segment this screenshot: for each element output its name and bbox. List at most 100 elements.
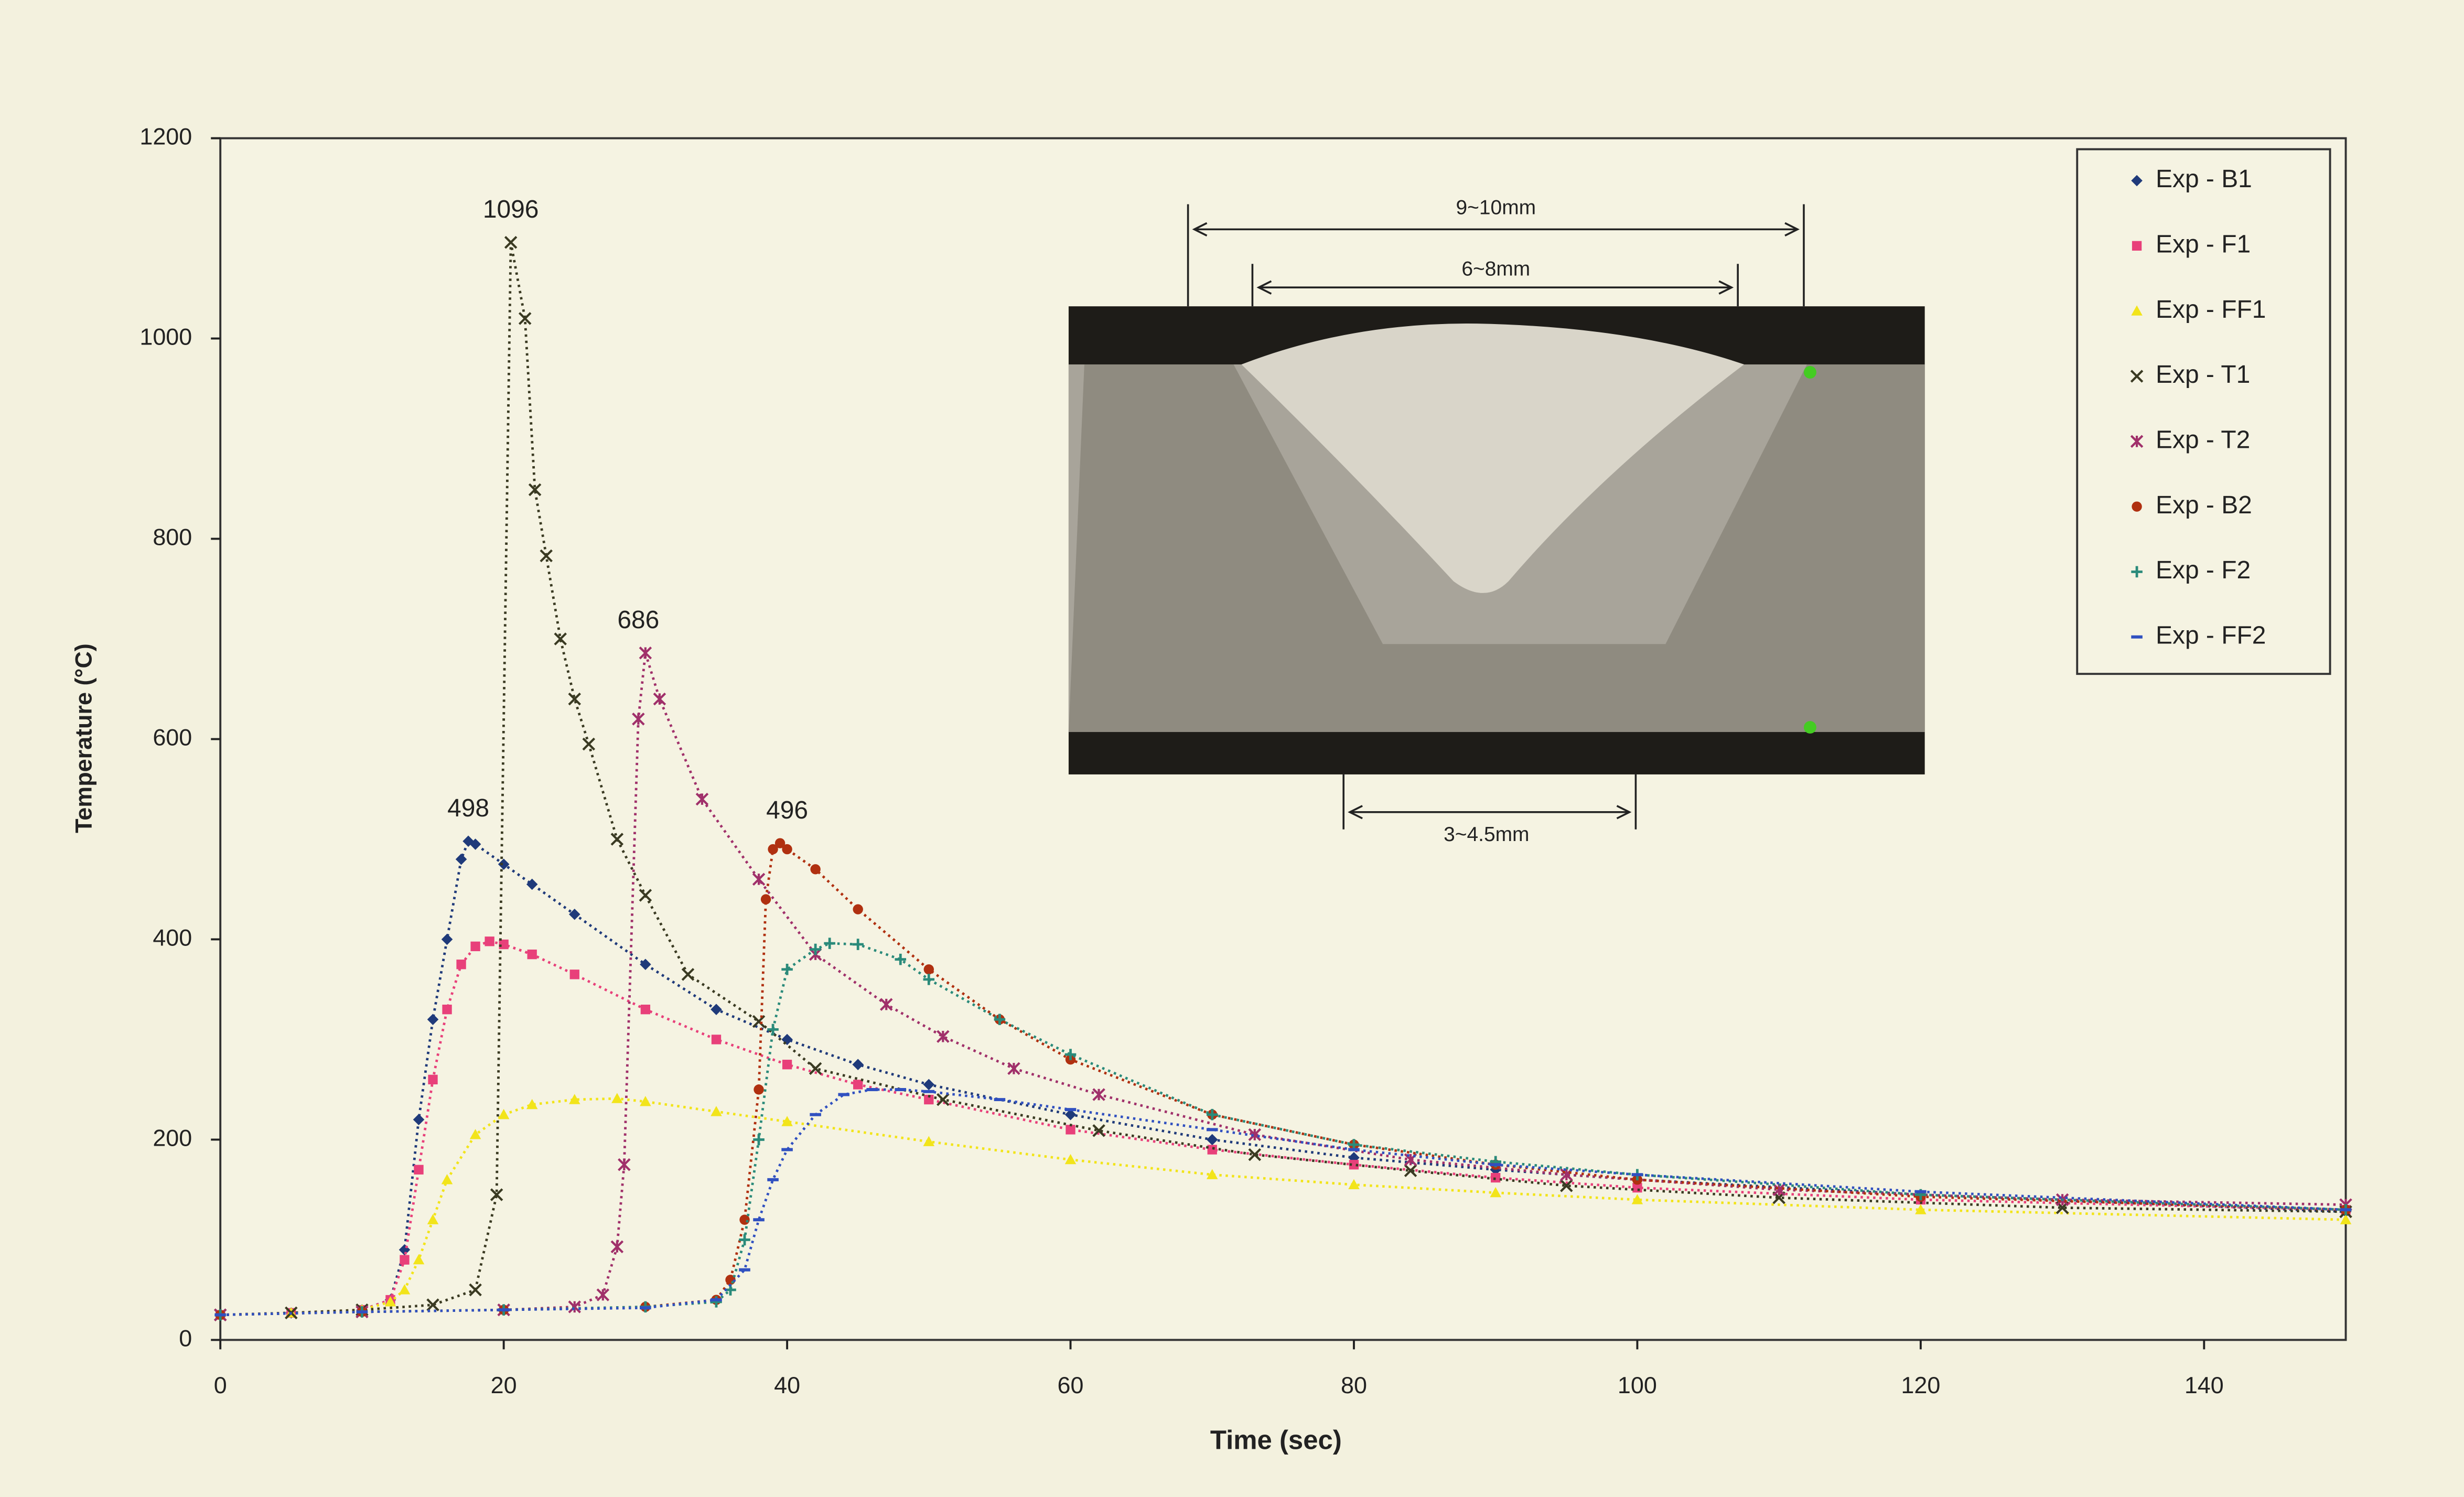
series (213, 235, 2352, 1321)
marker (711, 1106, 722, 1116)
marker (456, 960, 466, 970)
marker (526, 1098, 538, 1110)
marker (781, 963, 793, 975)
inset-point (1803, 366, 1816, 379)
y-tick-label: 1200 (139, 123, 192, 150)
marker (568, 908, 580, 920)
marker (569, 970, 579, 979)
marker (413, 1114, 425, 1126)
annotation: 498 (447, 794, 489, 822)
marker (527, 949, 537, 960)
marker (809, 1062, 822, 1075)
series-line (220, 1088, 2346, 1317)
marker (2131, 305, 2143, 316)
inset-label: 6~8mm (1461, 258, 1530, 281)
legend-label: Exp - T2 (2156, 426, 2250, 454)
marker (582, 737, 596, 751)
x-tick-label: 60 (1058, 1372, 1084, 1398)
series-line (220, 1097, 2346, 1317)
marker (853, 1080, 863, 1090)
series (214, 1087, 2352, 1317)
x-tick-label: 80 (1341, 1372, 1367, 1398)
marker (852, 939, 864, 950)
marker (994, 1014, 1006, 1026)
marker (540, 549, 553, 563)
marker (760, 894, 771, 904)
marker (485, 936, 494, 946)
marker (923, 974, 935, 985)
inset-base-metal (1068, 364, 1925, 733)
marker (924, 1094, 934, 1105)
marker (810, 943, 821, 955)
marker (781, 1116, 793, 1126)
marker (1490, 1187, 1501, 1198)
series-line (220, 652, 2346, 1317)
legend-label: Exp - F1 (2156, 230, 2251, 258)
x-tick-label: 100 (1618, 1372, 1657, 1398)
marker (754, 1084, 764, 1095)
legend-label: Exp - B1 (2156, 165, 2252, 193)
marker (490, 1188, 503, 1201)
marker (518, 312, 532, 325)
marker (1066, 1125, 1075, 1135)
marker (923, 964, 934, 975)
marker (441, 1174, 453, 1184)
y-tick-label: 600 (153, 724, 192, 750)
marker (414, 1165, 424, 1175)
series-line (220, 839, 2346, 1317)
marker (1206, 1169, 1218, 1179)
inset-image: 9~10mm 6~8mm 3~4.5mm (1068, 197, 1925, 846)
marker (2132, 501, 2142, 512)
y-tick-label: 0 (179, 1324, 192, 1351)
marker (1092, 1088, 1105, 1101)
marker (852, 1059, 864, 1071)
legend-box (2076, 148, 2331, 675)
marker (498, 858, 510, 870)
marker (1207, 1145, 1217, 1155)
marker (469, 838, 481, 850)
marker (1092, 1124, 1105, 1137)
y-tick-label: 1000 (139, 323, 192, 350)
marker (1348, 1179, 1360, 1190)
marker (639, 889, 652, 902)
legend-label: Exp - FF2 (2156, 621, 2266, 649)
marker (1064, 1154, 1077, 1165)
marker (1915, 1204, 1927, 1214)
marker (455, 853, 467, 865)
marker (469, 1283, 482, 1297)
annotation: 686 (617, 606, 659, 634)
marker (1007, 1062, 1020, 1075)
marker (753, 1134, 765, 1146)
y-tick-label: 200 (153, 1124, 192, 1151)
marker (568, 1094, 580, 1104)
marker (554, 632, 567, 645)
marker (640, 958, 651, 971)
annotation: 496 (766, 796, 808, 824)
marker (782, 844, 792, 855)
marker (879, 998, 893, 1011)
marker (782, 1060, 792, 1070)
marker (824, 938, 835, 949)
y-axis-title: Temperature (°C) (70, 643, 96, 833)
marker (739, 1234, 750, 1246)
inset-label: 9~10mm (1456, 197, 1536, 219)
marker (426, 1298, 439, 1311)
x-axis-title: Time (sec) (1210, 1425, 1342, 1455)
marker (1560, 1179, 1573, 1192)
marker (470, 941, 480, 952)
x-tick-label: 40 (774, 1372, 800, 1398)
marker (768, 844, 778, 855)
marker (681, 968, 695, 981)
marker (610, 833, 624, 846)
series (214, 1093, 2352, 1320)
marker (853, 904, 863, 914)
x-tick-label: 140 (2185, 1372, 2224, 1398)
marker (937, 1093, 950, 1106)
marker (895, 953, 907, 965)
legend-label: Exp - T1 (2156, 361, 2250, 389)
x-tick-label: 0 (214, 1372, 227, 1398)
marker (774, 838, 786, 848)
marker (526, 878, 538, 890)
marker (442, 1005, 452, 1015)
